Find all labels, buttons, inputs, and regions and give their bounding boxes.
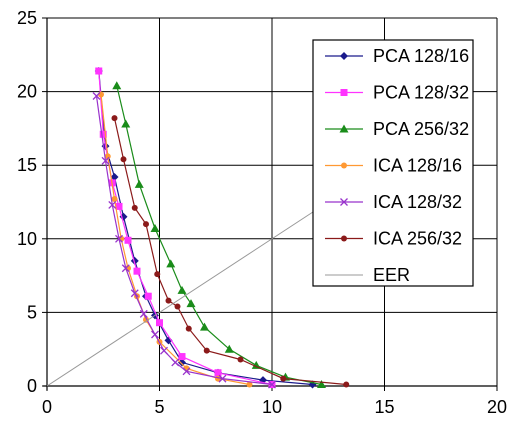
data-point xyxy=(98,91,104,98)
data-point xyxy=(151,330,159,339)
y-tick-label: 25 xyxy=(17,8,37,28)
data-point xyxy=(178,353,186,361)
legend-entry: PCA 128/16 xyxy=(325,46,469,66)
data-point xyxy=(92,92,101,100)
data-point xyxy=(99,130,107,138)
plot-area xyxy=(46,66,385,389)
data-point xyxy=(186,299,196,308)
data-point xyxy=(237,356,244,363)
series-ica-128-16 xyxy=(98,91,253,388)
data-point xyxy=(156,319,163,327)
x-tick-label: 20 xyxy=(487,397,507,417)
y-tick-label: 15 xyxy=(17,155,37,175)
data-point xyxy=(110,172,119,181)
legend-entry: PCA 256/32 xyxy=(325,119,469,139)
data-point xyxy=(131,204,138,211)
legend-label: PCA 256/32 xyxy=(373,119,469,139)
data-point xyxy=(111,196,118,203)
data-point xyxy=(112,81,122,90)
data-point xyxy=(214,369,222,377)
y-axis-ticks: 0 5 10 15 20 25 xyxy=(17,8,47,396)
x-tick-label: 0 xyxy=(42,397,52,417)
legend-box xyxy=(312,39,474,287)
data-point xyxy=(139,309,148,318)
data-point xyxy=(160,346,168,355)
legend-marker xyxy=(340,52,348,60)
legend-label: ICA 128/16 xyxy=(373,156,462,176)
series-pca-256-32 xyxy=(112,81,326,389)
legend-label: EER xyxy=(373,265,410,285)
legend-entry: ICA 256/32 xyxy=(325,229,462,249)
legend: PCA 128/16 PCA 128/32 PCA 256/32 ICA 128/16… xyxy=(312,39,474,287)
legend-label: ICA 256/32 xyxy=(373,229,462,249)
series-line xyxy=(98,70,313,386)
legend-marker xyxy=(341,235,347,242)
data-point xyxy=(165,297,172,304)
data-point xyxy=(108,200,117,209)
data-point xyxy=(134,179,144,188)
data-point xyxy=(343,381,350,388)
data-point xyxy=(174,303,181,310)
data-point xyxy=(317,380,326,389)
data-point xyxy=(185,325,192,332)
legend-label: ICA 128/32 xyxy=(373,192,462,212)
data-point xyxy=(200,322,209,331)
legend-label: PCA 128/16 xyxy=(373,46,469,66)
series-ica-128-32 xyxy=(92,92,276,389)
data-point xyxy=(182,367,191,376)
legend-entry: ICA 128/16 xyxy=(325,156,462,176)
y-tick-label: 20 xyxy=(17,82,37,102)
series-line xyxy=(113,117,347,386)
legend-marker xyxy=(339,124,349,133)
legend-marker xyxy=(340,89,348,96)
data-point xyxy=(120,156,127,163)
data-point xyxy=(224,344,234,353)
legend-marker xyxy=(341,162,347,169)
data-point xyxy=(166,259,176,268)
data-point xyxy=(121,264,130,273)
y-tick-label: 0 xyxy=(27,376,37,396)
data-point xyxy=(144,292,152,300)
x-tick-label: 10 xyxy=(262,397,282,417)
data-point xyxy=(121,119,131,128)
data-point xyxy=(115,234,123,243)
series-line xyxy=(116,85,322,386)
y-tick-label: 5 xyxy=(27,302,37,322)
data-point xyxy=(218,374,227,383)
data-point xyxy=(143,221,149,228)
data-point xyxy=(280,375,287,382)
data-point xyxy=(203,347,210,354)
legend-entry: ICA 128/32 xyxy=(325,192,462,212)
data-point xyxy=(268,380,276,389)
data-point xyxy=(246,381,253,388)
y-tick-label: 10 xyxy=(17,229,37,249)
data-point xyxy=(130,256,139,265)
legend-marker xyxy=(340,198,348,206)
x-tick-label: 5 xyxy=(154,397,164,417)
series-pca-128-32 xyxy=(95,67,276,389)
data-point xyxy=(115,202,123,210)
x-tick-label: 15 xyxy=(374,397,394,417)
series-pca-128-16 xyxy=(94,66,317,389)
data-point xyxy=(177,285,187,294)
data-point xyxy=(130,289,139,298)
legend-entry: PCA 128/32 xyxy=(325,83,469,103)
x-axis-ticks: 0 5 10 15 20 xyxy=(42,386,507,417)
data-point xyxy=(171,358,180,367)
data-point xyxy=(133,267,141,275)
data-point xyxy=(101,156,110,165)
legend-entry: EER xyxy=(325,265,410,285)
data-point xyxy=(95,67,103,75)
legend-label: PCA 128/32 xyxy=(373,83,469,103)
data-point xyxy=(178,358,186,367)
data-point xyxy=(124,236,132,244)
data-point xyxy=(111,115,118,122)
data-point xyxy=(150,223,160,232)
data-point xyxy=(154,271,161,278)
